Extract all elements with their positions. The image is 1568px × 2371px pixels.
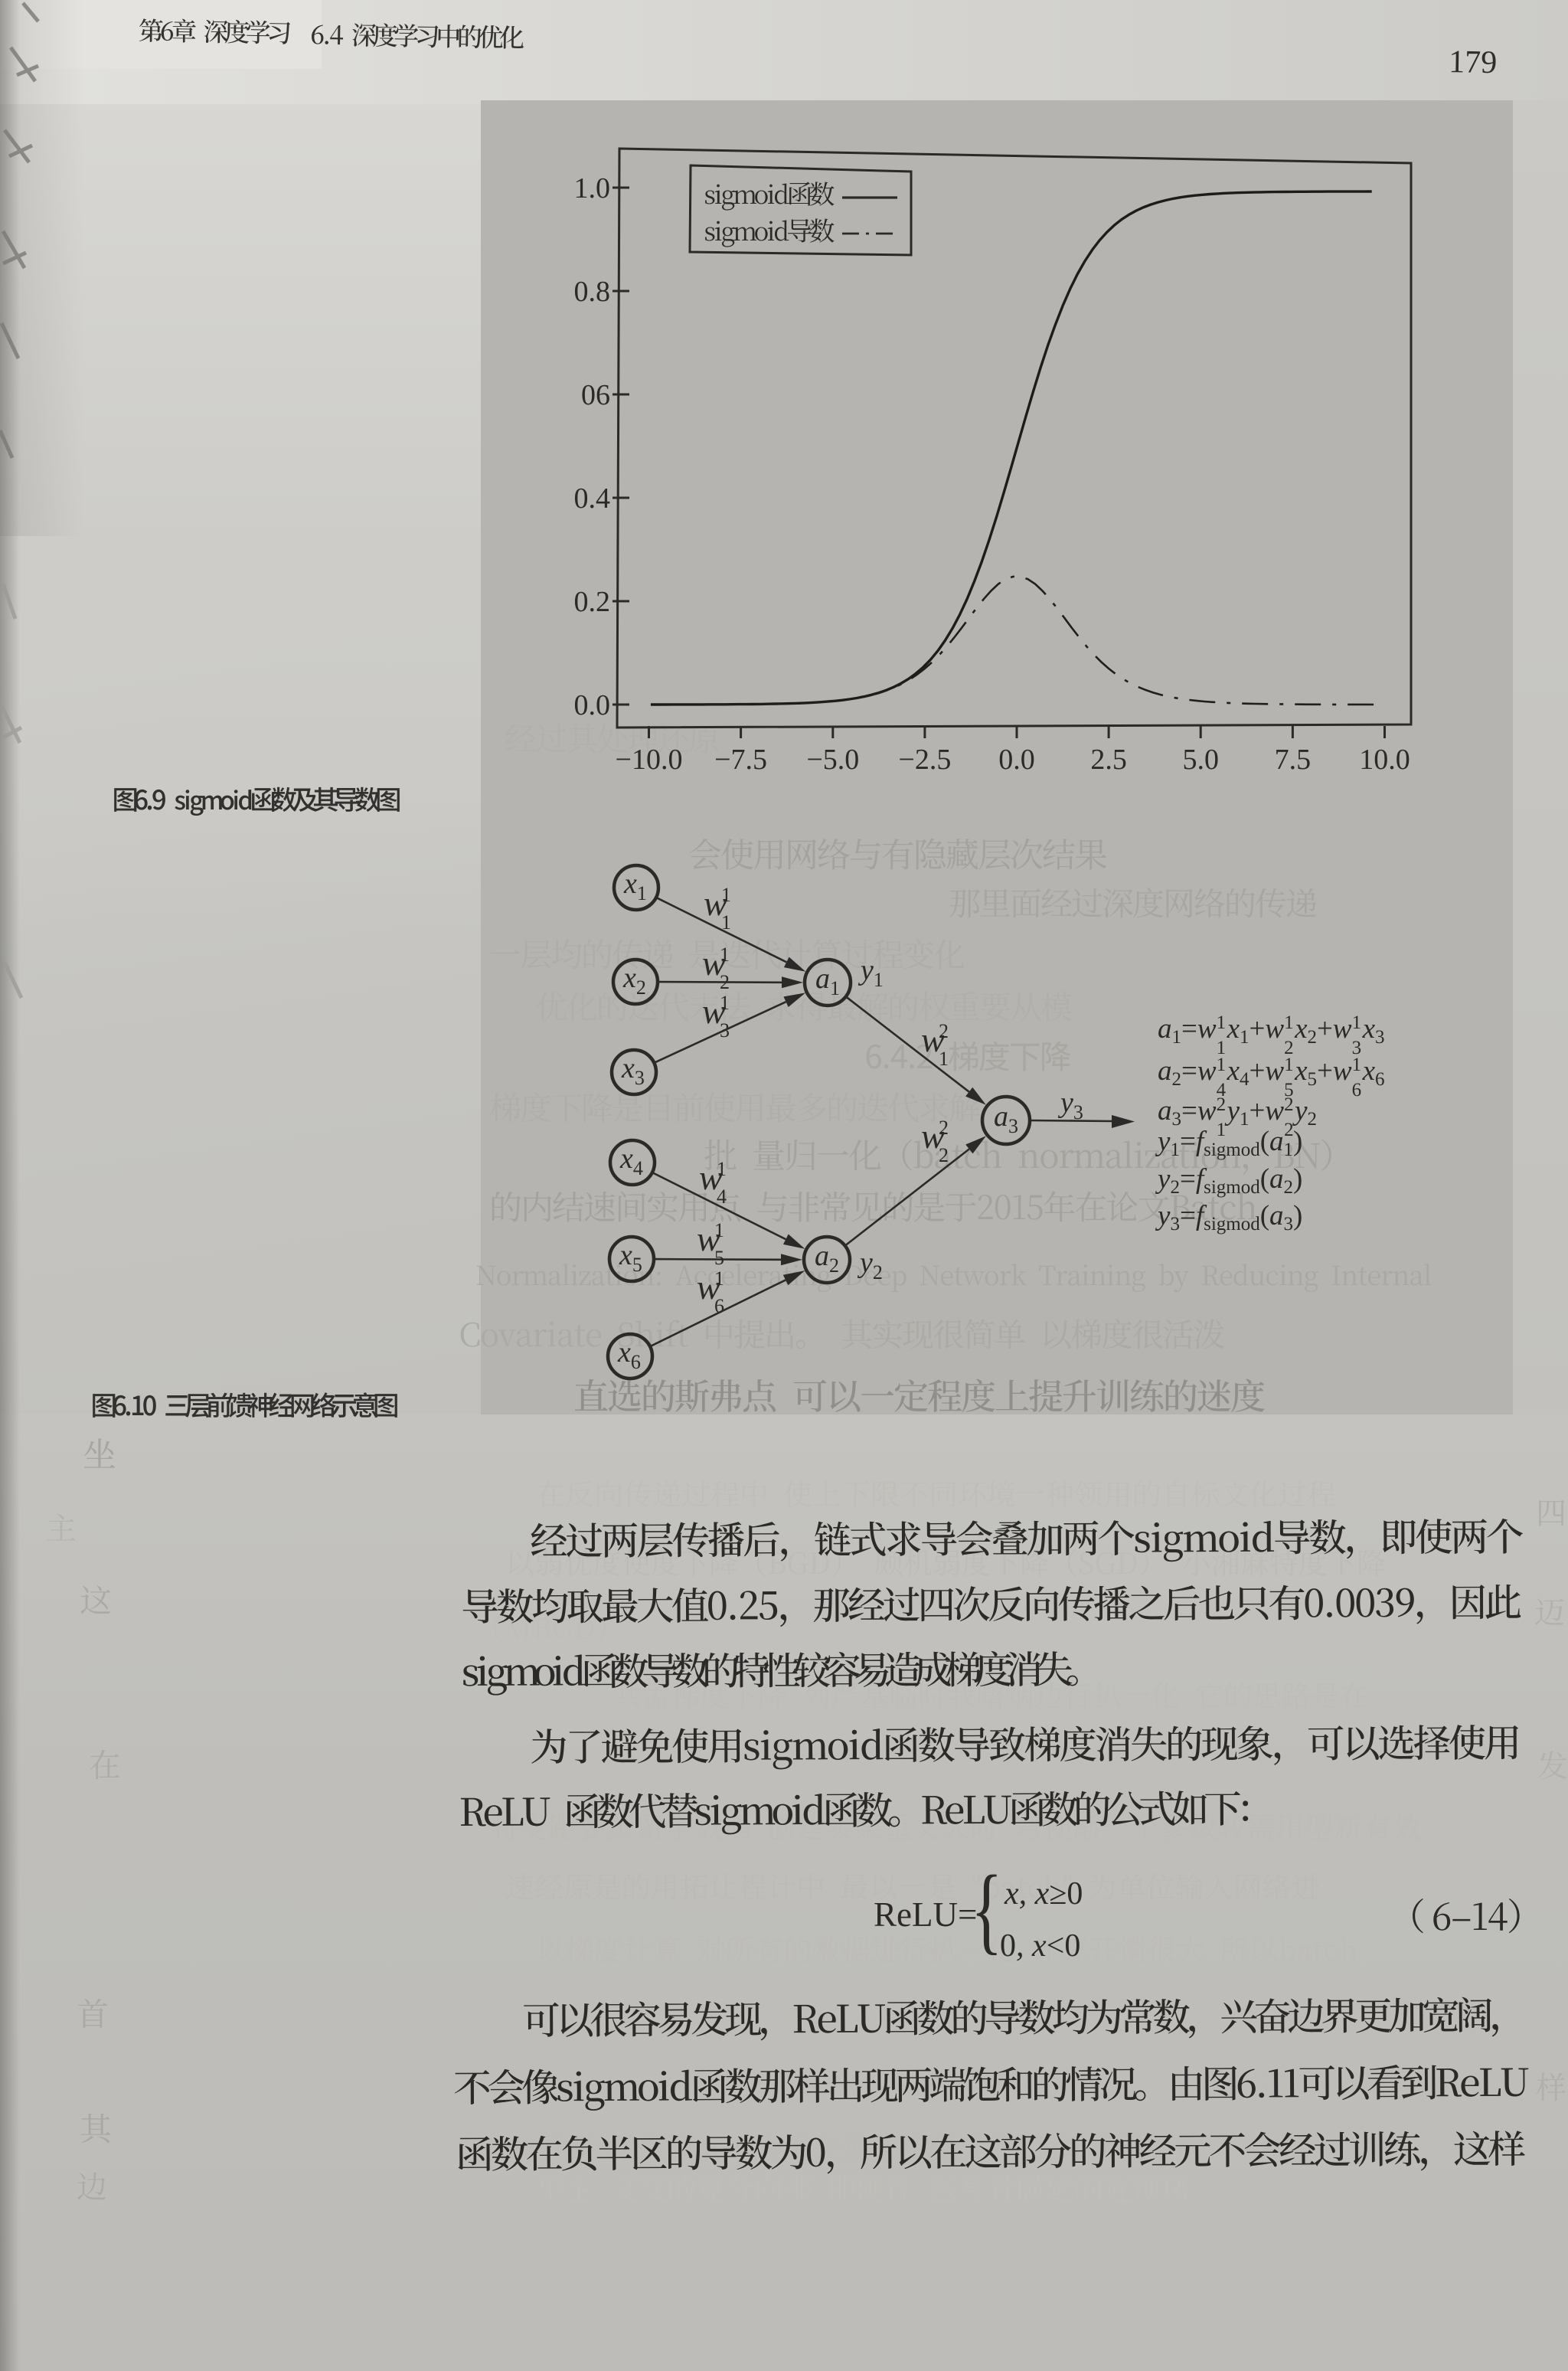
svg-text:1.0: 1.0 xyxy=(574,172,611,204)
svg-text:0.4: 0.4 xyxy=(574,482,611,515)
svg-text:0.8: 0.8 xyxy=(574,276,611,308)
svg-text:0.0: 0.0 xyxy=(574,689,611,721)
svg-text:06: 06 xyxy=(581,379,610,411)
svg-text:2.5: 2.5 xyxy=(1090,744,1127,776)
svg-text:−10.0: −10.0 xyxy=(616,744,683,776)
svg-text:−2.5: −2.5 xyxy=(898,744,951,776)
svg-text:0.2: 0.2 xyxy=(574,586,611,618)
svg-text:−7.5: −7.5 xyxy=(714,744,767,776)
svg-text:179: 179 xyxy=(1449,44,1498,80)
svg-text:7.5: 7.5 xyxy=(1275,744,1312,776)
svg-text:5.0: 5.0 xyxy=(1182,744,1219,776)
svg-text:−5.0: −5.0 xyxy=(806,744,859,776)
svg-text:10.0: 10.0 xyxy=(1359,744,1410,776)
svg-text:0.0: 0.0 xyxy=(998,744,1035,776)
